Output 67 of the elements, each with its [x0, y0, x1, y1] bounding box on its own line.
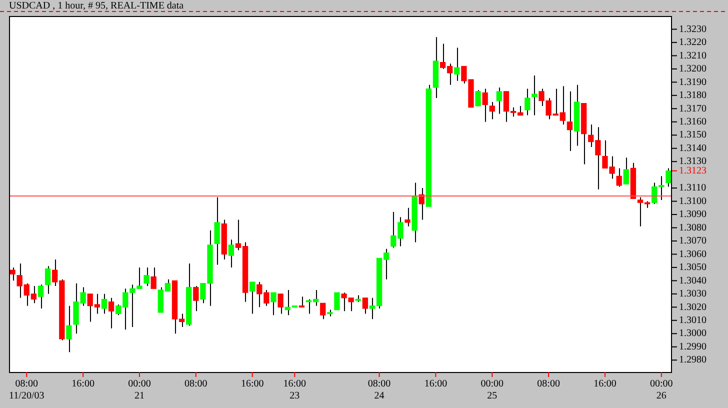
y-tick-label: 1.3150: [679, 130, 706, 141]
y-tick-label: 1.3160: [679, 116, 706, 128]
candlestick: [278, 293, 284, 314]
candlestick: [496, 86, 502, 114]
candlestick: [320, 302, 326, 320]
y-tick-label: 1.3220: [679, 37, 706, 48]
x-tick-label: 16:00: [424, 378, 448, 390]
y-tick-label: 1.3040: [679, 275, 706, 286]
y-tick-label: 1.3050: [679, 262, 706, 274]
candlestick: [623, 157, 629, 185]
y-tick-label: 1.3020: [679, 302, 706, 313]
y-tick-label: 1.3140: [679, 142, 706, 154]
candlestick: [193, 285, 199, 312]
x-tick-label: 08:00 24: [368, 378, 391, 402]
candlestick: [566, 90, 573, 152]
x-tick-label: 16:00 23: [283, 378, 306, 402]
candlestick: [404, 207, 410, 227]
candlestick: [150, 266, 156, 290]
candlestick: [270, 292, 276, 316]
y-tick-label: 1.3010: [679, 315, 706, 326]
candlestick: [482, 88, 488, 122]
x-tick-label: 08:00: [537, 378, 560, 390]
candlestick: [250, 282, 256, 314]
candlestick: [334, 292, 340, 310]
x-tick-label: 08:00: [184, 378, 208, 390]
y-tick-label: 1.2980: [679, 354, 706, 366]
y-tick-label: 1.3110: [679, 182, 706, 194]
candlestick: [532, 75, 538, 116]
y-tick-label: 1.3060: [679, 248, 706, 260]
candlestick: [44, 266, 51, 294]
y-tick-label: 1.3130: [679, 156, 706, 168]
y-tick-label: 1.3100: [679, 196, 706, 207]
x-tick-label: 08:00 11/20/03: [9, 378, 44, 402]
x-tick-label: 00:00 26: [650, 378, 673, 402]
y-tick-label: 1.3210: [679, 50, 706, 62]
candlestick: [66, 305, 72, 353]
y-tick-label: 1.3070: [679, 236, 706, 247]
x-tick-label: 16:00: [594, 378, 616, 390]
candlestick: [144, 266, 150, 286]
y-tick-label: 1.2990: [679, 341, 706, 352]
candlestick: [616, 168, 622, 188]
candlestick: [298, 296, 305, 308]
y-tick-label: 1.3180: [679, 90, 706, 102]
y-tick-label: 1.3200: [679, 64, 706, 75]
y-tick-label: 1.3000: [679, 328, 706, 340]
y-tick-label: 1.3230: [679, 24, 706, 35]
candlestick: [108, 297, 114, 329]
candlestick: [489, 102, 495, 120]
candlestick: [524, 88, 530, 116]
candlestick: [454, 47, 460, 82]
x-tick-label: 16:00: [240, 378, 264, 390]
y-tick-label: 1.3190: [679, 76, 706, 88]
candlestick: [101, 293, 108, 314]
candlestick: [38, 284, 44, 309]
x-tick-label: 16:00: [72, 378, 94, 390]
y-tick-label: 1.3090: [679, 209, 706, 220]
y-tick-label: 1.3080: [679, 222, 706, 234]
y-tick-label: 1.3170: [679, 103, 706, 114]
candlestick: [228, 239, 234, 268]
candlestick: [214, 196, 220, 266]
y-tick-label: 1.3123: [679, 165, 706, 176]
candlestick: [362, 297, 368, 314]
y-tick-label: 1.3030: [679, 288, 706, 300]
x-tick-label: 00:00 25: [480, 378, 504, 402]
chart-title: USDCAD , 1 hour, # 95, REAL-TIME data: [9, 0, 184, 12]
x-tick-label: 00:00 21: [128, 378, 151, 402]
candlestick: [475, 90, 481, 106]
